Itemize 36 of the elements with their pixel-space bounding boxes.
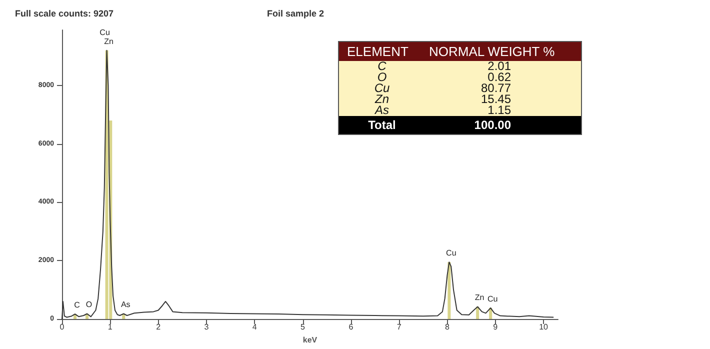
data-label: 80.77 bbox=[480, 81, 512, 95]
annotation: C bbox=[74, 300, 80, 310]
chart-title: Foil sample 2 bbox=[267, 8, 324, 18]
bar bbox=[476, 306, 480, 319]
x-axis-title: keV bbox=[302, 335, 318, 344]
bar bbox=[448, 262, 451, 319]
x-tick-label: 6 bbox=[348, 322, 354, 332]
x-tick-label: 4 bbox=[252, 322, 258, 332]
x-tick-label: 3 bbox=[204, 322, 210, 332]
category-label: Cu bbox=[373, 81, 391, 95]
annotation: As bbox=[120, 300, 130, 310]
annotation: Cu bbox=[100, 28, 110, 37]
annotation: Cu bbox=[446, 248, 456, 258]
data-label: 0.62 bbox=[488, 70, 512, 84]
data-label: 1.15 bbox=[488, 103, 512, 117]
category-label: O bbox=[377, 70, 387, 84]
x-tick-label: 5 bbox=[300, 322, 306, 332]
chart-subtitle: Full scale counts: 9207 bbox=[15, 8, 114, 18]
data-label: 2.01 bbox=[486, 59, 512, 73]
x-tick-label: 2 bbox=[156, 322, 162, 332]
category-label: C bbox=[376, 59, 388, 73]
annotation: O bbox=[86, 300, 92, 310]
x-tick-label: 8 bbox=[445, 322, 450, 332]
x-tick-label: 1 bbox=[108, 322, 113, 332]
annotation: Zn bbox=[104, 36, 114, 46]
x-tick-label: 9 bbox=[493, 322, 498, 332]
category-label: Zn bbox=[374, 92, 389, 106]
x-tick-label: 10 bbox=[539, 322, 549, 332]
annotation: Total bbox=[367, 117, 397, 134]
data-label: 15.45 bbox=[480, 92, 512, 106]
x-tick-label: 7 bbox=[396, 322, 402, 332]
annotation: 100.00 bbox=[473, 117, 512, 134]
annotation: Cu bbox=[487, 294, 498, 304]
category-label: As bbox=[374, 103, 390, 117]
annotation: Zn bbox=[474, 293, 484, 302]
x-tick-label: 0 bbox=[60, 322, 65, 332]
